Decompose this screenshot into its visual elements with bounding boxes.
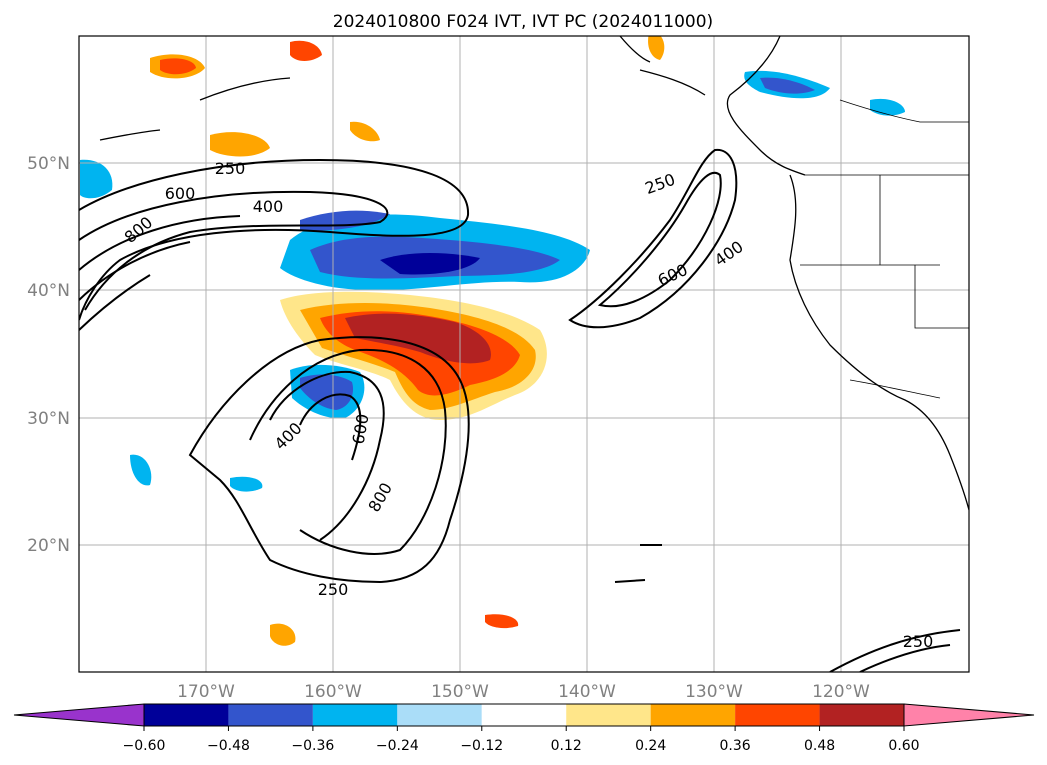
- latitude-labels: 50°N 40°N 30°N 20°N: [27, 154, 70, 556]
- colorbar-segment: [481, 704, 567, 726]
- contour-label: 250: [903, 632, 934, 651]
- coastlines: [99, 36, 969, 511]
- colorbar-segment: [228, 704, 313, 726]
- lon-label: 160°W: [304, 682, 362, 702]
- colorbar-tick-label: −0.36: [291, 738, 334, 754]
- contour-label: 600: [165, 184, 196, 203]
- lat-label: 20°N: [27, 536, 70, 556]
- colorbar-segment: [397, 704, 482, 726]
- colorbar-tick-label: −0.48: [207, 738, 250, 754]
- contour-label: 250: [318, 580, 349, 599]
- colorbar-frame: [143, 703, 905, 727]
- contour-label: 250: [215, 159, 246, 178]
- colorbar-segment: [312, 704, 398, 726]
- colorbar-extend-max: [903, 703, 1035, 727]
- figure-title: 2024010800 F024 IVT, IVT PC (2024011000): [333, 12, 713, 32]
- lon-label: 130°W: [685, 682, 743, 702]
- colorbar-segment: [144, 704, 229, 726]
- lon-label: 140°W: [558, 682, 616, 702]
- colorbar-tick-label: 0.48: [804, 738, 835, 754]
- colorbar-tick-label: 0.24: [635, 738, 666, 754]
- lon-label: 150°W: [431, 682, 489, 702]
- map-frame: [78, 35, 970, 673]
- colorbar-tick-label: −0.60: [123, 738, 166, 754]
- colorbar-tick-label: −0.12: [460, 738, 503, 754]
- longitude-labels: 170°W 160°W 150°W 140°W 130°W 120°W: [177, 682, 870, 702]
- lat-label: 40°N: [27, 281, 70, 301]
- colorbar: [13, 703, 1035, 727]
- contour-label: 400: [253, 197, 284, 216]
- graticule: [79, 36, 969, 672]
- colorbar-segment: [650, 704, 736, 726]
- lat-label: 30°N: [27, 409, 70, 429]
- lon-label: 120°W: [812, 682, 870, 702]
- political-borders: [800, 99, 969, 399]
- ivt-contours: [79, 148, 961, 672]
- colorbar-segment: [819, 704, 904, 726]
- lon-label: 170°W: [177, 682, 235, 702]
- colorbar-tick-label: 0.36: [720, 738, 751, 754]
- colorbar-segment: [566, 704, 651, 726]
- colorbar-tick-label: 0.12: [551, 738, 582, 754]
- colorbar-segment: [735, 704, 820, 726]
- lat-label: 50°N: [27, 154, 70, 174]
- colorbar-tick-label: −0.24: [376, 738, 419, 754]
- ivt-pc-shading: [80, 36, 905, 646]
- colorbar-ticks: −0.60 −0.48 −0.36 −0.24 −0.12 0.12 0.24 0.36 0.4…: [123, 726, 920, 754]
- colorbar-extend-min: [13, 703, 145, 727]
- colorbar-tick-label: 0.60: [888, 738, 919, 754]
